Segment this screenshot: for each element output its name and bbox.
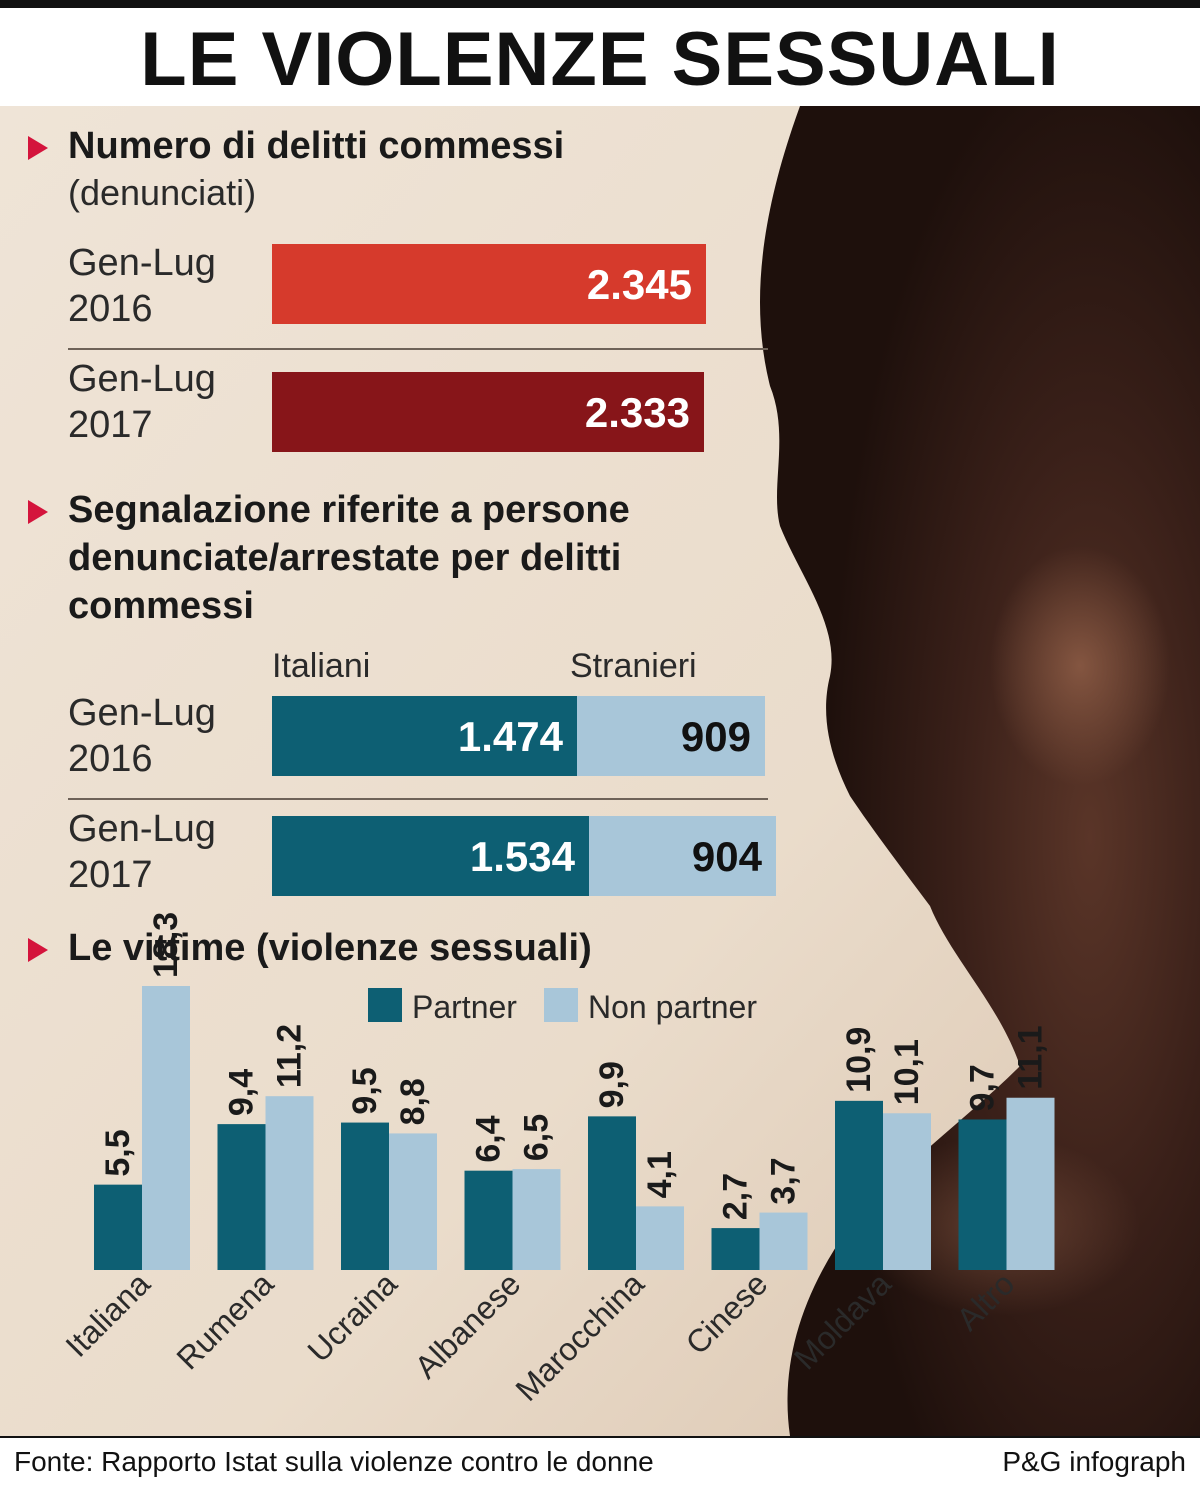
bar-partner-moldava (835, 1100, 883, 1270)
section2-title-line: Segnalazione riferite a persone (68, 489, 630, 531)
section-marker-icon (28, 938, 48, 962)
source-note: Fonte: Rapporto Istat sulla violenze con… (14, 1446, 654, 1477)
s1-bar-value-2016: 2.345 (586, 261, 692, 308)
data-label: 4,1 (641, 1151, 679, 1198)
data-label: 2,7 (717, 1173, 755, 1220)
s2-bar-value-italiani-2017: 1.534 (469, 833, 575, 880)
bar-partner-albanese (464, 1170, 513, 1270)
victims-bar-chart: Partner Non partner 5,5 18,3 Italiana 9,4 11,2… (59, 912, 1055, 1408)
s2-row-label-2017: Gen-Lug 2017 (68, 806, 268, 898)
section1-title: Numero di delitti commessi (68, 125, 565, 167)
section-marker-icon (28, 136, 48, 160)
s1-row-label-2016: Gen-Lug 2016 (68, 240, 268, 332)
legend-label-non-partner: Non partner (588, 989, 757, 1025)
s1-row-label-line: 2016 (68, 288, 153, 330)
s1-bar-2016: 2.345 (272, 244, 706, 324)
data-label: 9,4 (223, 1069, 261, 1116)
s2-row-label-line: Gen-Lug (68, 808, 216, 850)
s2-bar-italiani-2017: 1.534 (272, 816, 589, 896)
s2-column-head-stranieri: Stranieri (570, 647, 697, 685)
bar-non-partner-marocchina (636, 1206, 684, 1270)
data-label: 9,9 (593, 1061, 631, 1108)
s2-bar-italiani-2016: 1.474 (272, 696, 577, 776)
category-label-italiana: Italiana (59, 1265, 158, 1364)
s1-row-label-line: Gen-Lug (68, 242, 216, 284)
data-label: 5,5 (99, 1129, 137, 1176)
section2-title-line: commessi (68, 585, 254, 627)
category-label-albanese: Albanese (408, 1265, 528, 1385)
legend-swatch-non-partner (544, 988, 578, 1022)
page-title: LE VIOLENZE SESSUALI (140, 17, 1060, 102)
bar-partner-altro (958, 1119, 1007, 1270)
category-label-ucraina: Ucraina (301, 1265, 405, 1369)
category-label-marocchina: Marocchina (509, 1265, 652, 1408)
s2-bar-value-italiani-2016: 1.474 (457, 713, 563, 760)
bar-non-partner-rumena (265, 1096, 314, 1270)
legend-swatch-partner (368, 988, 402, 1022)
bar-partner-marocchina (588, 1116, 636, 1270)
s1-bar-2017: 2.333 (272, 372, 704, 452)
top-rule (0, 0, 1200, 8)
content-panel: Numero di delitti commessi (denunciati) … (0, 106, 1200, 1436)
bar-partner-cinese (711, 1228, 760, 1270)
s1-row-label-line: Gen-Lug (68, 358, 216, 400)
category-label-cinese: Cinese (679, 1265, 775, 1361)
section1-subtitle: (denunciati) (68, 172, 257, 213)
silhouette-shape (760, 106, 1200, 1436)
bar-non-partner-italiana (142, 986, 190, 1270)
category-label-moldava: Moldava (787, 1265, 898, 1376)
s2-row-label-line: Gen-Lug (68, 692, 216, 734)
data-label: 9,5 (346, 1067, 384, 1114)
bar-non-partner-altro (1006, 1097, 1055, 1270)
s1-row-label-line: 2017 (68, 404, 153, 446)
bar-partner-italiana (94, 1184, 142, 1270)
bar-non-partner-albanese (512, 1169, 561, 1270)
data-label: 6,4 (470, 1115, 508, 1162)
category-label-altro: Altro (949, 1265, 1021, 1337)
credit-note: P&G infograph (1002, 1446, 1186, 1477)
section2-title: Segnalazione riferite a persone denuncia… (68, 486, 630, 630)
bar-non-partner-moldava (883, 1113, 931, 1270)
section2-title-line: denunciate/arrestate per delitti (68, 537, 622, 579)
data-label: 11,2 (271, 1024, 309, 1088)
legend-label-partner: Partner (412, 989, 517, 1025)
section3-title: Le vittime (violenze sessuali) (68, 927, 592, 969)
footer: Fonte: Rapporto Istat sulla violenze con… (0, 1436, 1200, 1494)
data-label: 9,7 (964, 1064, 1002, 1111)
data-label: 10,1 (888, 1039, 926, 1105)
s2-column-head-italiani: Italiani (272, 647, 371, 685)
data-label: 3,7 (765, 1157, 803, 1204)
bar-non-partner-cinese (759, 1212, 808, 1270)
bar-partner-ucraina (341, 1122, 389, 1270)
bar-non-partner-ucraina (389, 1133, 437, 1270)
s2-row-divider (68, 798, 768, 800)
s2-bar-value-stranieri-2017: 904 (691, 833, 762, 880)
data-label: 18,3 (147, 912, 185, 978)
s2-bar-stranieri-2017: 904 (589, 816, 776, 896)
s2-row-label-line: 2017 (68, 854, 153, 896)
section-marker-icon (28, 500, 48, 524)
data-label: 8,8 (394, 1078, 432, 1125)
s2-bar-stranieri-2016: 909 (577, 696, 765, 776)
s1-row-label-2017: Gen-Lug 2017 (68, 356, 268, 448)
s1-bar-value-2017: 2.333 (584, 389, 690, 436)
data-label: 6,5 (518, 1114, 556, 1161)
data-label: 11,1 (1012, 1025, 1050, 1089)
data-label: 10,9 (840, 1027, 878, 1093)
s2-row-label-2016: Gen-Lug 2016 (68, 690, 268, 782)
s2-row-label-line: 2016 (68, 738, 153, 780)
category-label-rumena: Rumena (169, 1265, 280, 1376)
s2-bar-value-stranieri-2016: 909 (680, 713, 751, 760)
bar-partner-rumena (217, 1124, 266, 1270)
s1-row-divider (68, 348, 768, 350)
